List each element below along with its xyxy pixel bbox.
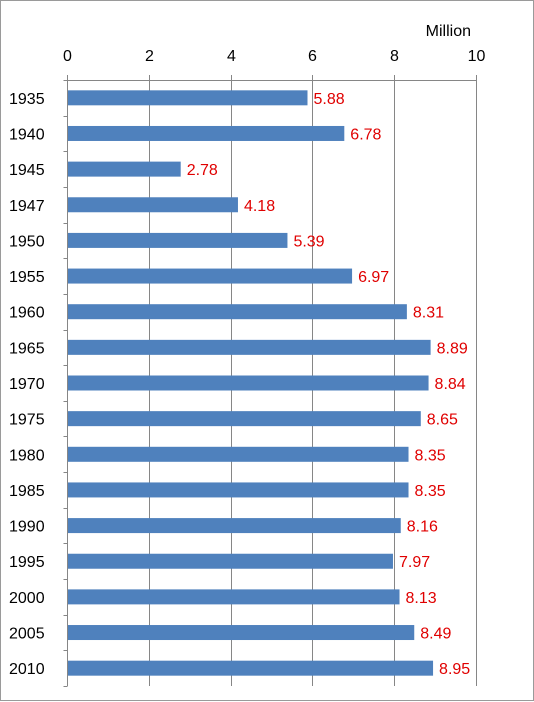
bars (68, 90, 434, 676)
axes (63, 75, 477, 687)
x-tick-label: 6 (308, 48, 317, 65)
x-tick-label: 2 (145, 48, 154, 65)
data-label: 8.89 (437, 340, 468, 357)
bar (68, 161, 181, 177)
category-label: 1975 (9, 412, 45, 429)
category-label: 2010 (9, 661, 45, 678)
data-label: 2.78 (187, 162, 218, 179)
data-label: 6.78 (350, 126, 381, 143)
category-label: 1960 (9, 305, 45, 322)
x-tick-label: 4 (227, 48, 236, 65)
data-label: 8.95 (439, 661, 470, 678)
x-tick-label: 0 (63, 48, 72, 65)
bar (68, 268, 353, 284)
bar (68, 446, 409, 462)
bar (68, 625, 415, 641)
bar (68, 482, 409, 498)
category-label: 1965 (9, 340, 45, 357)
category-label: 1980 (9, 447, 45, 464)
data-label: 8.65 (427, 412, 458, 429)
bar (68, 411, 421, 427)
category-label: 2005 (9, 626, 45, 643)
labels: 0 2 4 6 8 10 1935 5.88 1940 6.78 1945 2.78 1947 4.18 1… (9, 48, 486, 678)
category-label: 1995 (9, 554, 45, 571)
category-label: 1940 (9, 126, 45, 143)
category-label: 1985 (9, 483, 45, 500)
bar (68, 518, 401, 534)
data-label: 8.31 (413, 305, 444, 322)
data-label: 8.16 (407, 519, 438, 536)
data-label: 8.13 (406, 590, 437, 607)
bar (68, 304, 407, 320)
data-label: 8.35 (415, 483, 446, 500)
category-label: 1935 (9, 91, 45, 108)
category-label: 1970 (9, 376, 45, 393)
bar (68, 90, 308, 106)
data-label: 5.39 (293, 233, 324, 250)
category-label: 1947 (9, 198, 45, 215)
bar (68, 553, 393, 569)
data-label: 8.49 (420, 626, 451, 643)
category-label: 1990 (9, 519, 45, 536)
bar (68, 660, 434, 676)
unit-label: Million (426, 23, 471, 40)
data-label: 5.88 (313, 91, 344, 108)
category-label: 1955 (9, 269, 45, 286)
x-tick-label: 10 (468, 48, 486, 65)
category-label: 2000 (9, 590, 45, 607)
bar (68, 339, 431, 355)
data-label: 8.84 (435, 376, 466, 393)
bar (68, 197, 238, 213)
data-label: 4.18 (244, 198, 275, 215)
category-label: 1950 (9, 233, 45, 250)
category-label: 1945 (9, 162, 45, 179)
x-tick-label: 8 (390, 48, 399, 65)
data-label: 7.97 (399, 554, 430, 571)
data-label: 6.97 (358, 269, 389, 286)
bar (68, 375, 429, 391)
bar (68, 125, 345, 141)
bar (68, 589, 400, 605)
data-label: 8.35 (415, 447, 446, 464)
bar (68, 232, 288, 248)
